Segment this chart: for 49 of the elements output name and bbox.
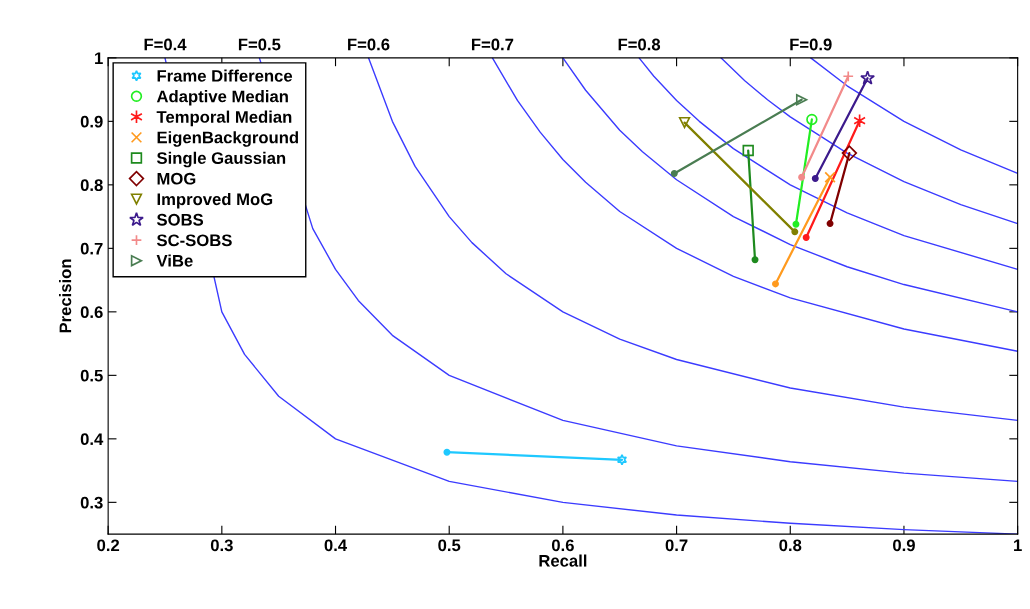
legend-label: EigenBackground — [157, 131, 298, 147]
x-tick-label: 0.7 — [665, 539, 688, 552]
legend-label: ViBe — [156, 254, 193, 267]
x-tick-label: 0.3 — [210, 539, 233, 552]
legend-label: Single Gaussian — [156, 151, 286, 168]
point — [616, 454, 628, 466]
y-tick-label: 0.6 — [80, 306, 103, 319]
legend-label: SC-SOBS — [156, 234, 232, 247]
x-tick-label: 0.8 — [779, 539, 802, 552]
line-series — [638, 57, 1018, 270]
legend-label: Frame Difference — [157, 69, 293, 82]
point — [792, 220, 800, 228]
annotation: F=0.9 — [790, 38, 832, 51]
y-tick-label: 1 — [95, 52, 103, 64]
legend-label: Improved MoG — [157, 192, 273, 209]
x-tick-label: 0.5 — [438, 539, 461, 552]
point — [742, 144, 754, 157]
legend-label: Temporal Median — [156, 110, 292, 127]
legend-label: MOG — [157, 172, 196, 185]
x-tick-label: 1 — [1014, 539, 1022, 552]
x-axis-title: Recall — [539, 554, 587, 567]
line-series — [491, 57, 1018, 352]
x-tick-label: 0.6 — [551, 539, 574, 552]
line-series — [810, 57, 1018, 175]
annotation: F=0.4 — [144, 38, 187, 51]
x-tick-label: 0.4 — [324, 539, 348, 552]
point — [443, 448, 451, 456]
x-tick-label: 0.9 — [893, 539, 915, 552]
annotation: F=0.6 — [348, 38, 390, 51]
y-tick-label: 0.9 — [80, 115, 103, 128]
point — [806, 113, 818, 126]
point — [798, 173, 806, 181]
x-tick-label: 0.2 — [97, 539, 120, 552]
y-tick-label: 0.4 — [80, 433, 104, 446]
legend-label: Adaptive Median — [156, 90, 288, 106]
y-tick-label: 0.5 — [80, 369, 103, 382]
y-tick-label: 0.3 — [80, 496, 103, 509]
line-series — [562, 57, 1018, 313]
line-series — [720, 57, 1018, 225]
annotation: F=0.5 — [238, 38, 281, 51]
annotation: F=0.7 — [471, 38, 514, 51]
y-tick-label: 0.8 — [80, 179, 103, 192]
legend-label: SOBS — [156, 213, 204, 226]
annotation: F=0.8 — [618, 38, 661, 51]
point — [842, 70, 854, 82]
y-tick-label: 0.7 — [80, 242, 103, 255]
point — [751, 256, 759, 264]
y-axis-title: Precision — [59, 259, 72, 333]
line-series — [367, 57, 1018, 422]
